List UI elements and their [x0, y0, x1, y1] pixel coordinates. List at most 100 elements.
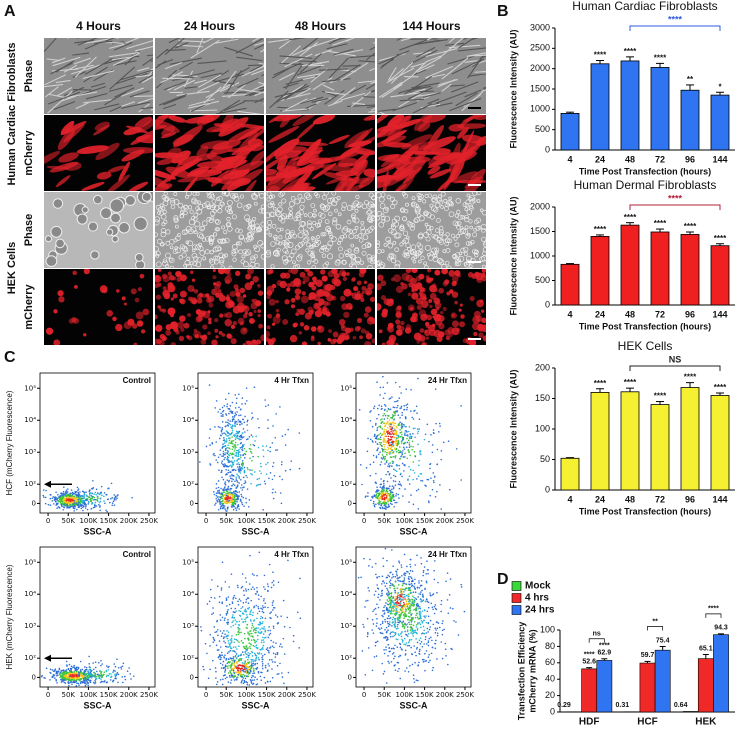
- event-dot: [395, 432, 398, 435]
- event-dot: [222, 463, 224, 466]
- event-dot: [225, 425, 227, 427]
- cell: [312, 220, 317, 226]
- cell: [180, 210, 184, 214]
- fluorescent-cell: [314, 309, 323, 318]
- fluorescent-cell: [360, 328, 366, 334]
- event-dot: [440, 508, 442, 510]
- cell-streak: [334, 49, 364, 56]
- event-dot: [54, 669, 56, 671]
- cell: [464, 216, 470, 223]
- event-dot: [428, 501, 430, 504]
- cell: [423, 210, 429, 217]
- event-dot: [372, 441, 374, 443]
- fluorescent-cell: [449, 142, 461, 174]
- x-tick-label: 96: [685, 154, 695, 164]
- event-dot: [251, 473, 253, 476]
- significance-label: ****: [624, 378, 637, 387]
- cell-streak: [44, 83, 64, 88]
- event-dot: [373, 407, 375, 410]
- fluorescent-cell: [58, 296, 65, 303]
- cell: [187, 240, 194, 247]
- event-dot: [221, 493, 224, 495]
- event-dot: [391, 465, 393, 467]
- event-dot: [74, 490, 76, 493]
- fluorescent-cell: [369, 296, 375, 302]
- cell: [195, 192, 200, 196]
- cell: [220, 265, 225, 268]
- cell: [305, 248, 310, 253]
- event-dot: [45, 489, 47, 492]
- event-dot: [97, 500, 99, 502]
- event-dot: [72, 680, 75, 683]
- event-dot: [418, 428, 420, 430]
- event-dot: [42, 494, 45, 497]
- event-dot: [64, 682, 67, 684]
- cell: [438, 231, 444, 236]
- cell: [161, 194, 167, 200]
- event-dot: [231, 436, 233, 438]
- event-dot: [219, 408, 221, 411]
- event-dot: [395, 437, 398, 440]
- cell-streak: [399, 98, 424, 102]
- x-axis-label: Time Post Transfection (hours): [579, 506, 711, 516]
- cell: [209, 258, 216, 265]
- event-dot: [228, 412, 230, 415]
- event-dot: [209, 464, 212, 466]
- cell: [454, 262, 459, 267]
- event-dot: [86, 674, 89, 677]
- cell-streak: [300, 96, 324, 105]
- cell-streak: [410, 62, 426, 68]
- event-dot: [129, 673, 132, 675]
- event-dot: [385, 505, 387, 508]
- cell-streak: [285, 65, 303, 90]
- event-dot: [84, 507, 87, 509]
- cell-streak: [120, 70, 151, 81]
- cell: [208, 258, 214, 263]
- comparison-bracket: [588, 638, 605, 643]
- event-dot: [221, 432, 224, 435]
- event-dot: [374, 437, 377, 440]
- cell: [221, 192, 226, 196]
- event-dot: [253, 471, 256, 473]
- cell: [197, 204, 204, 210]
- cell: [441, 264, 447, 268]
- event-dot: [241, 448, 243, 451]
- fluorescent-cell: [427, 269, 432, 273]
- event-dot: [223, 465, 225, 468]
- fluorescent-cell: [272, 315, 281, 324]
- event-dot: [436, 448, 439, 451]
- cell: [201, 202, 208, 209]
- event-dot: [376, 443, 379, 446]
- event-dot: [67, 681, 69, 684]
- cell-streak: [306, 60, 330, 66]
- cell-streak: [314, 49, 333, 57]
- event-dot: [418, 418, 421, 420]
- cell-streak: [163, 95, 186, 106]
- cell-streak: [251, 69, 264, 76]
- cell: [336, 195, 341, 201]
- cell-streak: [294, 87, 311, 98]
- cell-streak: [318, 68, 348, 71]
- event-dot: [234, 425, 237, 428]
- event-dot: [242, 486, 244, 489]
- cell: [133, 216, 148, 231]
- event-dot: [114, 665, 117, 668]
- fluorescent-cell: [371, 317, 375, 325]
- event-dot: [101, 494, 103, 497]
- cell: [410, 244, 417, 250]
- event-dot: [386, 454, 388, 456]
- fluorescent-cell: [390, 277, 395, 282]
- fluorescent-cell: [180, 327, 185, 332]
- cell-streak: [56, 87, 73, 97]
- event-dot: [228, 422, 230, 425]
- event-dot: [393, 505, 395, 508]
- fluorescent-cell: [115, 323, 123, 332]
- fluorescent-cell: [159, 308, 163, 312]
- event-dot: [226, 507, 229, 509]
- event-dot: [114, 496, 117, 499]
- fluorescent-cell: [298, 146, 323, 166]
- cell: [464, 214, 469, 220]
- event-dot: [440, 458, 443, 461]
- cell: [165, 252, 171, 259]
- event-dot: [398, 487, 401, 490]
